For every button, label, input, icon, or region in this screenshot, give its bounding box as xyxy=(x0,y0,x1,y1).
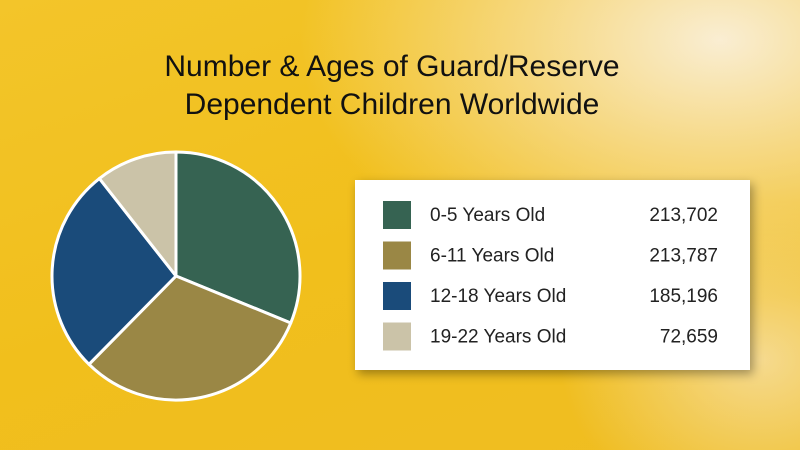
pie-slice xyxy=(87,274,293,402)
legend-label: 0-5 Years Old xyxy=(430,205,545,226)
value-label: 185,196 xyxy=(649,286,718,307)
legend-swatch xyxy=(383,282,411,310)
legend-label: 19-22 Years Old xyxy=(430,327,566,348)
pie-slice xyxy=(97,150,178,278)
value-label: 213,787 xyxy=(649,246,718,267)
pie-slice xyxy=(50,177,178,366)
legend-label: 6-11 Years Old xyxy=(430,246,554,267)
legend-swatch xyxy=(383,201,411,229)
chart-title: Dependent Children Worldwide xyxy=(185,88,600,121)
legend-label: 12-18 Years Old xyxy=(430,286,566,307)
chart-title: Number & Ages of Guard/Reserve xyxy=(164,50,619,83)
legend-swatch xyxy=(383,241,411,270)
value-label: 72,659 xyxy=(660,327,718,348)
legend-swatch xyxy=(383,322,411,351)
legend-box xyxy=(355,180,750,370)
pie xyxy=(50,150,302,402)
pie-slice xyxy=(174,150,302,325)
value-label: 213,702 xyxy=(649,205,718,226)
